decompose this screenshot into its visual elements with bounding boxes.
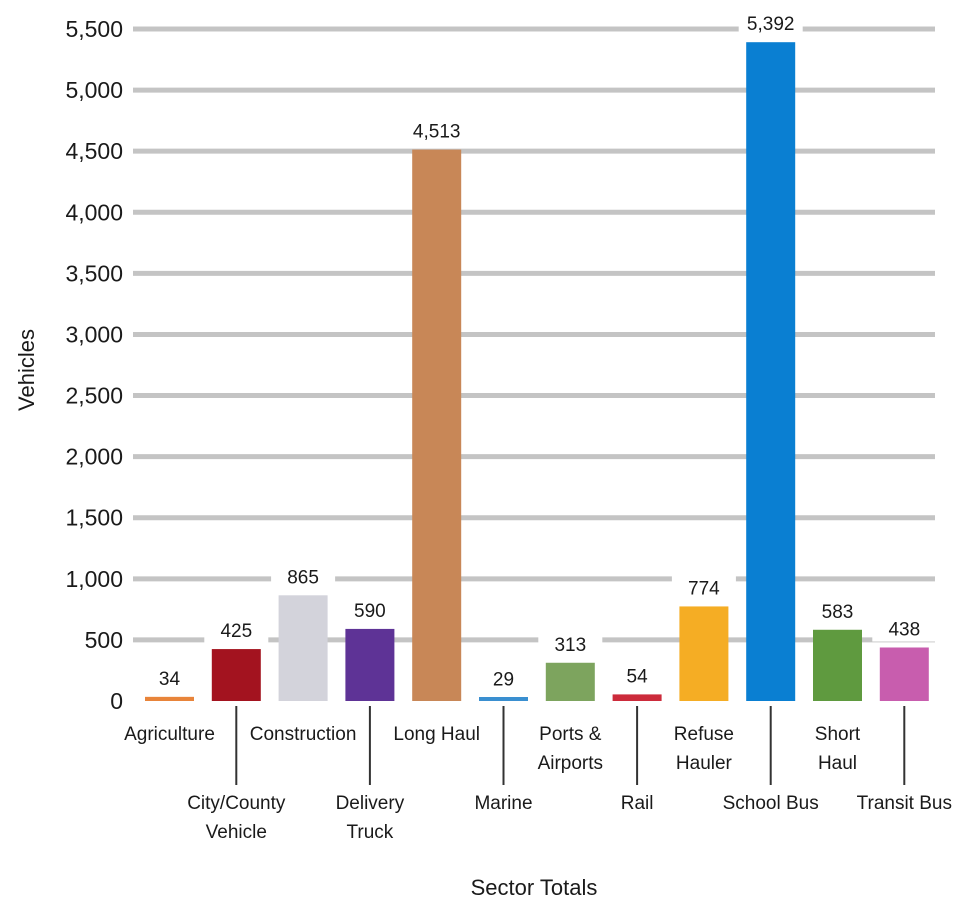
bar	[545, 662, 595, 701]
y-tick-label: 0	[110, 688, 123, 714]
x-axis-category-labels: Agriculture City/County Vehicle Constructio…	[124, 706, 952, 843]
data-label: 774	[688, 578, 720, 599]
bars	[145, 42, 929, 702]
category-label: Delivery	[336, 793, 405, 814]
bar	[679, 606, 729, 701]
data-label: 425	[220, 621, 252, 642]
category-label: Vehicle	[206, 822, 267, 843]
data-label-background	[738, 8, 803, 37]
category-label: School Bus	[723, 793, 819, 814]
x-axis-title: Sector Totals	[471, 875, 598, 900]
bar	[345, 628, 395, 701]
gridlines	[133, 26, 935, 643]
data-label-background	[337, 594, 402, 623]
data-label: 4,513	[413, 122, 461, 143]
bar	[479, 697, 528, 701]
category-label: Construction	[250, 724, 357, 745]
category-label: Rail	[621, 793, 654, 814]
data-label-background	[872, 613, 937, 642]
data-label: 34	[159, 669, 181, 690]
data-label-background	[605, 660, 670, 689]
bar	[278, 595, 328, 701]
data-label: 5,392	[747, 14, 795, 35]
category-label: Haul	[818, 753, 857, 774]
y-tick-label: 4,500	[65, 138, 123, 164]
data-labels: 34 425 865 590 4,513 29 313 54 774 5,392 583 438	[137, 8, 937, 692]
bar	[145, 696, 194, 701]
category-label: Hauler	[676, 753, 733, 774]
y-tick-label: 1,000	[65, 566, 123, 592]
category-label: Agriculture	[124, 724, 215, 745]
data-label-background	[137, 662, 202, 691]
data-label-background	[671, 572, 736, 601]
data-label-background	[805, 595, 870, 624]
category-label: Refuse	[674, 724, 734, 745]
bar	[612, 694, 662, 701]
y-tick-label: 3,500	[65, 260, 123, 286]
bar	[813, 629, 862, 701]
y-tick-label: 5,000	[65, 77, 123, 103]
category-label: Airports	[538, 753, 603, 774]
data-label: 438	[888, 619, 920, 640]
data-label: 29	[493, 669, 514, 690]
y-tick-label: 2,000	[65, 444, 123, 470]
data-label-background	[271, 561, 336, 590]
y-tick-label: 5,500	[65, 16, 123, 42]
data-label: 590	[354, 601, 386, 622]
data-label: 54	[627, 666, 649, 687]
data-label: 583	[822, 602, 854, 623]
category-label: City/County	[187, 793, 286, 814]
data-label-background	[404, 115, 469, 144]
bar	[211, 649, 261, 701]
y-tick-label: 1,500	[65, 505, 123, 531]
data-label-background	[471, 663, 536, 692]
bar	[412, 149, 462, 702]
category-label: Ports &	[539, 724, 602, 745]
data-label-background	[204, 615, 269, 644]
data-label-background	[538, 628, 603, 657]
y-axis-tick-labels: 0 500 1,000 1,500 2,000 2,500 3,000 3,500 4,000 4…	[65, 16, 123, 714]
category-label: Long Haul	[393, 724, 480, 745]
y-tick-label: 2,500	[65, 383, 123, 409]
y-tick-label: 3,000	[65, 321, 123, 347]
bar	[746, 42, 796, 702]
y-tick-label: 4,000	[65, 199, 123, 225]
bar	[879, 647, 929, 701]
category-label: Marine	[474, 793, 532, 814]
y-axis-title: Vehicles	[14, 329, 39, 411]
category-label: Transit Bus	[857, 793, 952, 814]
data-label: 865	[287, 567, 319, 588]
data-label: 313	[554, 635, 586, 656]
category-label: Short	[815, 724, 861, 745]
y-tick-label: 500	[85, 627, 123, 653]
category-label: Truck	[347, 822, 394, 843]
